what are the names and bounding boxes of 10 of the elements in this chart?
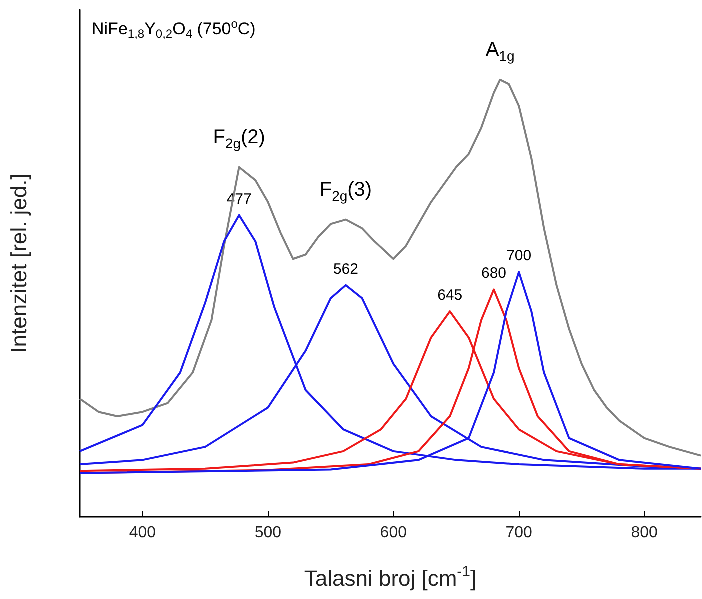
y-axis-title: Intenzitet [rel. jed.] [6,174,32,354]
annotation: 562 [333,260,358,278]
annotation: 645 [438,287,463,304]
x-tick-label: 500 [254,524,282,542]
x-tick-label: 800 [631,524,658,542]
x-tick-label: 600 [380,524,408,542]
x-tick-label: 400 [129,524,156,542]
annotation: 680 [481,265,507,282]
x-tick-label: 700 [506,524,533,542]
annotation: 700 [506,248,532,265]
